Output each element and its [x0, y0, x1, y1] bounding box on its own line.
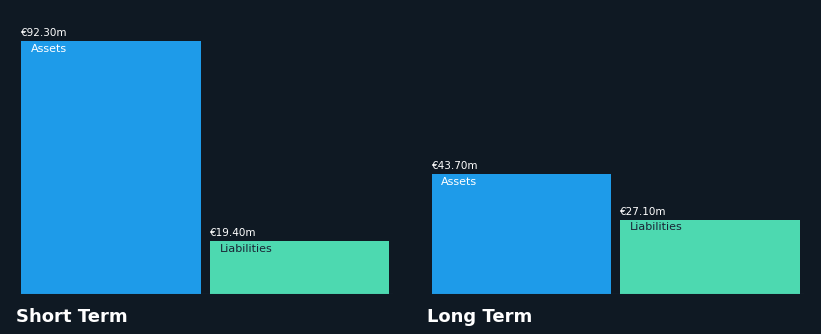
Bar [621, 220, 800, 294]
Text: €19.40m: €19.40m [210, 228, 256, 238]
Text: Liabilities: Liabilities [219, 243, 273, 254]
Bar [432, 174, 611, 294]
Text: €27.10m: €27.10m [621, 207, 667, 217]
Bar [210, 241, 389, 294]
Text: Short Term: Short Term [16, 308, 128, 326]
Text: Assets: Assets [30, 44, 67, 54]
Text: Liabilities: Liabilities [630, 222, 683, 232]
Text: €43.70m: €43.70m [432, 162, 478, 171]
Text: Assets: Assets [441, 177, 477, 187]
Text: €92.30m: €92.30m [21, 28, 67, 38]
Text: Long Term: Long Term [427, 308, 532, 326]
Bar [21, 41, 200, 294]
